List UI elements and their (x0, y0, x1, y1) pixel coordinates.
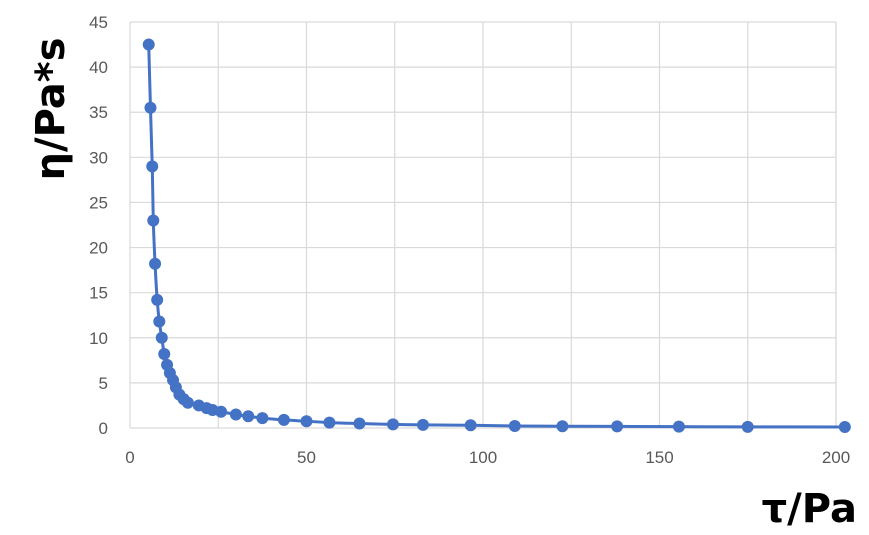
data-point (144, 101, 157, 114)
y-axis-ticks: 0 5 10 15 20 25 30 35 40 45 (89, 13, 108, 438)
series-group (142, 38, 851, 434)
data-point (464, 419, 477, 432)
data-point (353, 417, 366, 430)
y-tick-label: 40 (89, 58, 108, 77)
y-tick-label: 0 (99, 419, 108, 438)
y-tick-label: 35 (89, 103, 108, 122)
x-axis-title: τ/Pa (762, 486, 857, 532)
y-tick-label: 5 (99, 374, 108, 393)
data-point (142, 38, 155, 51)
data-point (556, 420, 569, 433)
data-point (149, 257, 162, 270)
data-point (229, 408, 242, 421)
data-point (611, 420, 624, 433)
x-axis-ticks: 0 50 100 150 200 (125, 448, 850, 467)
data-point (151, 293, 164, 306)
x-tick-label: 100 (469, 448, 497, 467)
data-point (153, 315, 166, 328)
data-point (672, 420, 685, 433)
data-point (838, 421, 851, 434)
data-point (242, 410, 255, 423)
data-point (386, 418, 399, 431)
y-axis-title: η/Pa*s (28, 37, 74, 180)
data-point (323, 416, 336, 429)
y-tick-label: 30 (89, 148, 108, 167)
x-tick-label: 0 (125, 448, 134, 467)
y-tick-label: 25 (89, 193, 108, 212)
x-tick-label: 200 (822, 448, 850, 467)
data-point (146, 160, 159, 173)
data-point (741, 420, 754, 433)
data-point (181, 396, 194, 409)
data-point (277, 413, 290, 426)
data-point (508, 420, 521, 433)
data-point (416, 418, 429, 431)
data-point (147, 214, 160, 227)
y-tick-label: 10 (89, 329, 108, 348)
gridlines (129, 21, 837, 429)
data-point (155, 331, 168, 344)
data-point (215, 405, 228, 418)
y-tick-label: 15 (89, 284, 108, 303)
data-point (256, 412, 269, 425)
x-tick-label: 50 (297, 448, 316, 467)
series-line (147, 44, 845, 429)
data-point (300, 415, 313, 428)
y-tick-label: 20 (89, 239, 108, 258)
data-point (158, 348, 171, 361)
y-tick-label: 45 (89, 13, 108, 32)
x-tick-label: 150 (645, 448, 673, 467)
